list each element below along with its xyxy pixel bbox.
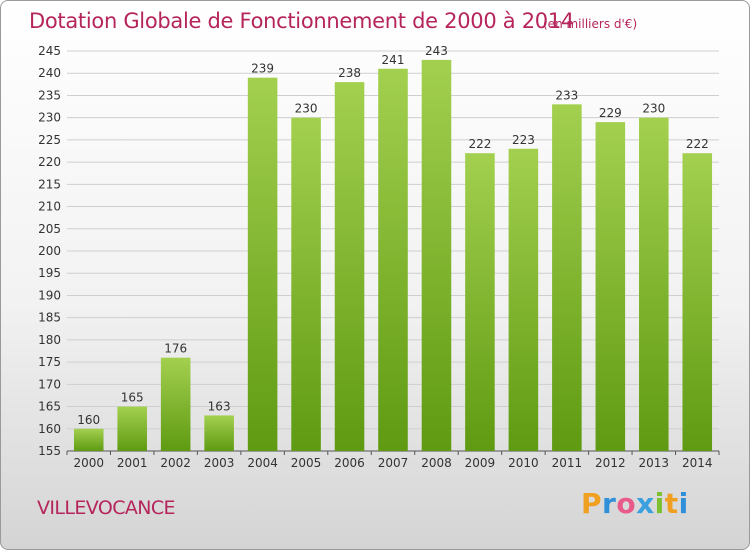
- x-tick-label: 2014: [682, 456, 713, 470]
- proxiti-logo: Proxiti: [581, 487, 689, 520]
- bar-value-label: 229: [599, 106, 622, 120]
- bar-value-label: 222: [468, 137, 491, 151]
- bar-value-label: 239: [251, 62, 274, 76]
- bar-2011: [552, 104, 582, 451]
- bar-2009: [465, 153, 495, 451]
- x-tick-label: 2002: [160, 456, 191, 470]
- bar-2000: [73, 428, 104, 451]
- logo-letter: t: [664, 487, 679, 520]
- y-tick-label: 215: [38, 177, 61, 191]
- bar-2004: [247, 77, 278, 452]
- y-tick-label: 205: [38, 222, 61, 236]
- bar-2010: [508, 148, 539, 451]
- x-tick-label: 2006: [334, 456, 365, 470]
- y-tick-label: 190: [38, 288, 61, 302]
- x-tick-label: 2012: [595, 456, 626, 470]
- bar-value-label: 241: [382, 53, 405, 67]
- y-tick-label: 160: [38, 422, 61, 436]
- y-tick-label: 225: [38, 133, 61, 147]
- bar-2008: [421, 59, 452, 452]
- bar-2007: [378, 68, 408, 452]
- y-tick-label: 155: [38, 444, 61, 458]
- y-tick-label: 210: [38, 200, 61, 214]
- bar-2005: [291, 117, 321, 452]
- x-tick-label: 2010: [508, 456, 539, 470]
- y-tick-label: 170: [38, 377, 61, 391]
- y-tick-label: 245: [38, 44, 61, 58]
- bar-2014: [682, 153, 713, 451]
- bar-value-label: 233: [555, 88, 578, 102]
- bar-value-label: 230: [295, 102, 318, 116]
- bar-value-label: 163: [208, 399, 231, 413]
- bar-value-label: 238: [338, 66, 361, 80]
- x-axis: 2000 2001 2002 2003 2004 2005 2006 2007 2008 2009…: [66, 451, 720, 470]
- x-tick-label: 2003: [204, 456, 235, 470]
- bar-2006: [334, 82, 365, 451]
- chart-subtitle: (en milliers d'€): [543, 17, 638, 31]
- y-tick-label: 240: [38, 66, 61, 80]
- x-tick-label: 2001: [117, 456, 148, 470]
- y-tick-label: 220: [38, 155, 61, 169]
- y-tick-label: 165: [38, 400, 61, 414]
- bar-value-label: 222: [686, 137, 709, 151]
- bar-value-label: 223: [512, 133, 535, 147]
- logo-letter: i: [654, 487, 665, 520]
- y-tick-label: 180: [38, 333, 61, 347]
- bar-2013: [639, 117, 669, 452]
- logo-letter: P: [581, 487, 603, 520]
- x-tick-label: 2008: [421, 456, 452, 470]
- bar-2012: [595, 122, 626, 451]
- commune-name: VILLEVOCANCE: [37, 497, 176, 519]
- bar-value-label: 243: [425, 44, 448, 58]
- y-tick-label: 195: [38, 266, 61, 280]
- bar-value-label: 230: [642, 102, 665, 116]
- x-tick-label: 2000: [73, 456, 104, 470]
- logo-letter: r: [602, 487, 617, 520]
- bar-value-label: 165: [121, 391, 144, 405]
- bar-2003: [204, 415, 234, 451]
- y-tick-label: 200: [38, 244, 61, 258]
- x-tick-label: 2004: [247, 456, 278, 470]
- y-tick-label: 235: [38, 88, 61, 102]
- x-tick-label: 2013: [639, 456, 670, 470]
- y-tick-label: 175: [38, 355, 61, 369]
- chart-title: Dotation Globale de Fonctionnement de 20…: [29, 9, 574, 33]
- bars: 160 165 176 163 239 230 238 241 243 222 223 233 229 2…: [73, 44, 713, 452]
- logo-letter: o: [616, 487, 637, 520]
- bar-value-label: 176: [164, 342, 187, 356]
- x-tick-label: 2007: [378, 456, 409, 470]
- y-tick-label: 185: [38, 311, 61, 325]
- y-tick-label: 230: [38, 111, 61, 125]
- bar-value-label: 160: [77, 413, 100, 427]
- logo-letter: x: [636, 487, 655, 520]
- bar-2002: [160, 357, 191, 451]
- x-tick-label: 2009: [465, 456, 496, 470]
- logo-letter: i: [678, 487, 689, 520]
- x-tick-label: 2005: [291, 456, 322, 470]
- x-tick-label: 2011: [552, 456, 583, 470]
- bar-2001: [117, 406, 147, 451]
